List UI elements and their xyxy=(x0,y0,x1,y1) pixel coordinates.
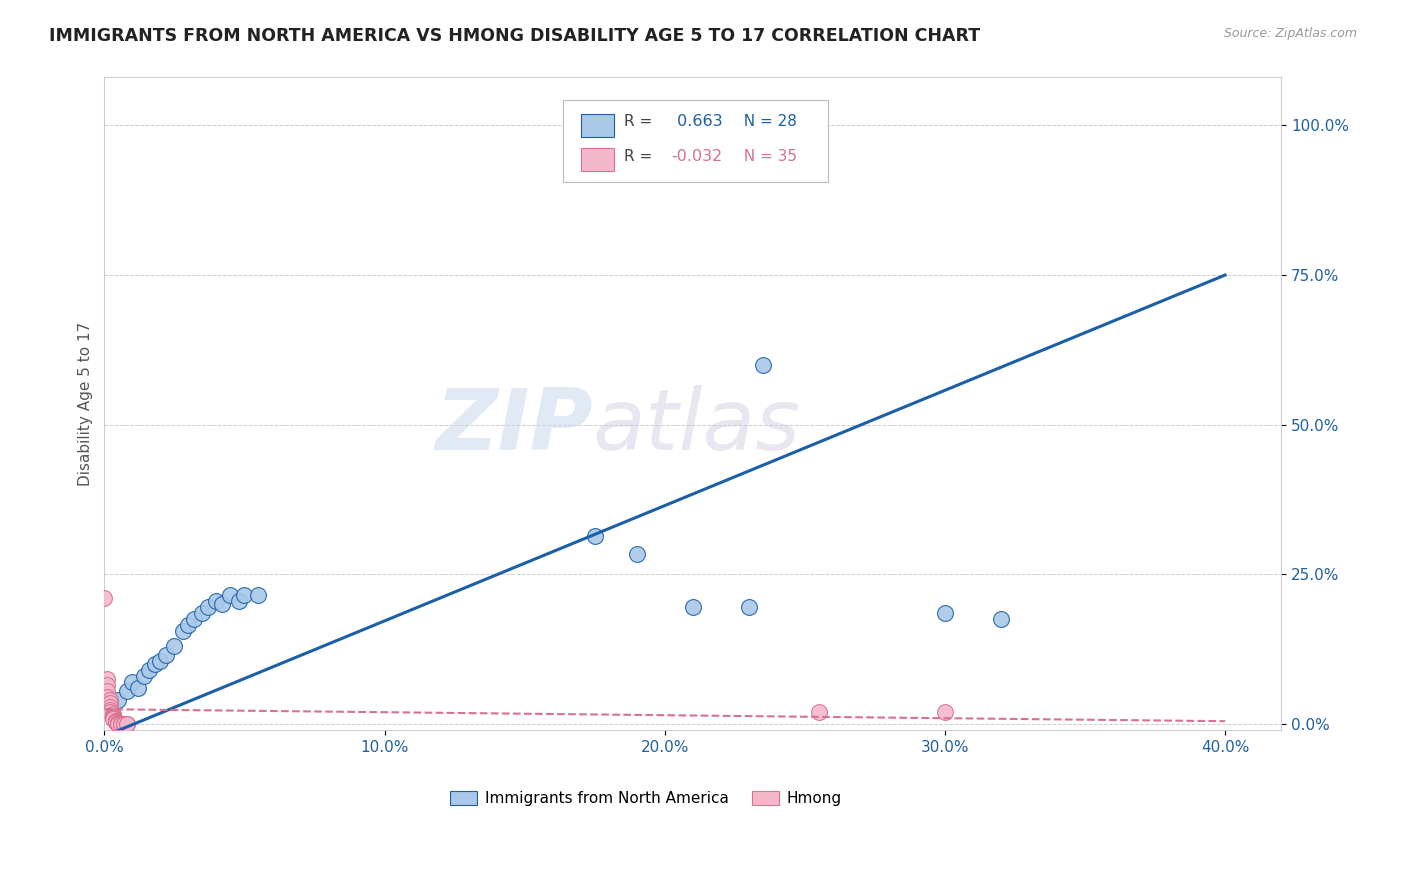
Legend: Immigrants from North America, Hmong: Immigrants from North America, Hmong xyxy=(443,785,848,812)
Point xyxy=(104,714,127,728)
Point xyxy=(583,528,606,542)
Point xyxy=(228,594,250,608)
Point xyxy=(104,715,127,730)
Point xyxy=(738,600,761,615)
Point xyxy=(626,547,648,561)
Point xyxy=(93,591,115,606)
Point xyxy=(115,684,138,698)
Point xyxy=(990,612,1012,626)
Point xyxy=(132,669,155,683)
Point xyxy=(149,654,172,668)
Point xyxy=(205,594,228,608)
Point xyxy=(682,600,704,615)
Point xyxy=(934,607,956,621)
Point xyxy=(807,705,830,719)
Text: R =: R = xyxy=(624,114,658,129)
Point xyxy=(104,714,127,729)
Point xyxy=(163,640,186,654)
Point xyxy=(98,696,121,710)
FancyBboxPatch shape xyxy=(564,100,828,182)
Point xyxy=(107,716,129,731)
Point xyxy=(110,716,132,731)
Text: IMMIGRANTS FROM NORTH AMERICA VS HMONG DISABILITY AGE 5 TO 17 CORRELATION CHART: IMMIGRANTS FROM NORTH AMERICA VS HMONG D… xyxy=(49,27,980,45)
Point xyxy=(96,690,118,705)
Text: atlas: atlas xyxy=(593,385,801,468)
Text: -0.032: -0.032 xyxy=(672,149,723,164)
Text: Source: ZipAtlas.com: Source: ZipAtlas.com xyxy=(1223,27,1357,40)
Point xyxy=(101,710,124,724)
Point xyxy=(110,716,132,731)
Point xyxy=(96,678,118,692)
Point xyxy=(191,607,214,621)
Point xyxy=(96,673,118,687)
Point xyxy=(219,589,242,603)
Point xyxy=(115,716,138,731)
Text: ZIP: ZIP xyxy=(434,385,593,468)
Point xyxy=(233,589,256,603)
Point xyxy=(211,598,233,612)
Point xyxy=(127,681,149,696)
Point xyxy=(121,675,143,690)
Point xyxy=(112,716,135,731)
FancyBboxPatch shape xyxy=(581,114,614,136)
Point xyxy=(107,716,129,731)
Point xyxy=(107,716,129,731)
Point xyxy=(112,716,135,731)
Point xyxy=(101,711,124,725)
Point xyxy=(752,358,775,372)
Point xyxy=(197,600,219,615)
Point xyxy=(98,693,121,707)
Point xyxy=(98,700,121,714)
Point xyxy=(101,708,124,723)
Point xyxy=(101,706,124,721)
Point xyxy=(143,657,166,672)
Point xyxy=(138,663,160,677)
FancyBboxPatch shape xyxy=(581,148,614,170)
Point xyxy=(98,703,121,717)
Point xyxy=(112,716,135,731)
Text: N = 28: N = 28 xyxy=(734,114,797,129)
Point xyxy=(104,714,127,729)
Point xyxy=(104,715,127,730)
Point xyxy=(172,624,194,639)
Point xyxy=(107,693,129,707)
Point xyxy=(247,589,270,603)
Point xyxy=(177,618,200,632)
Point xyxy=(155,648,177,663)
Point xyxy=(115,716,138,731)
Point xyxy=(101,712,124,726)
Y-axis label: Disability Age 5 to 17: Disability Age 5 to 17 xyxy=(79,322,93,486)
Text: N = 35: N = 35 xyxy=(734,149,797,164)
Point xyxy=(107,716,129,731)
Point xyxy=(107,716,129,731)
Text: 0.663: 0.663 xyxy=(672,114,723,129)
Point xyxy=(934,705,956,719)
Point xyxy=(183,612,205,626)
Text: R =: R = xyxy=(624,149,658,164)
Point xyxy=(98,705,121,719)
Point xyxy=(110,716,132,731)
Point xyxy=(96,684,118,698)
